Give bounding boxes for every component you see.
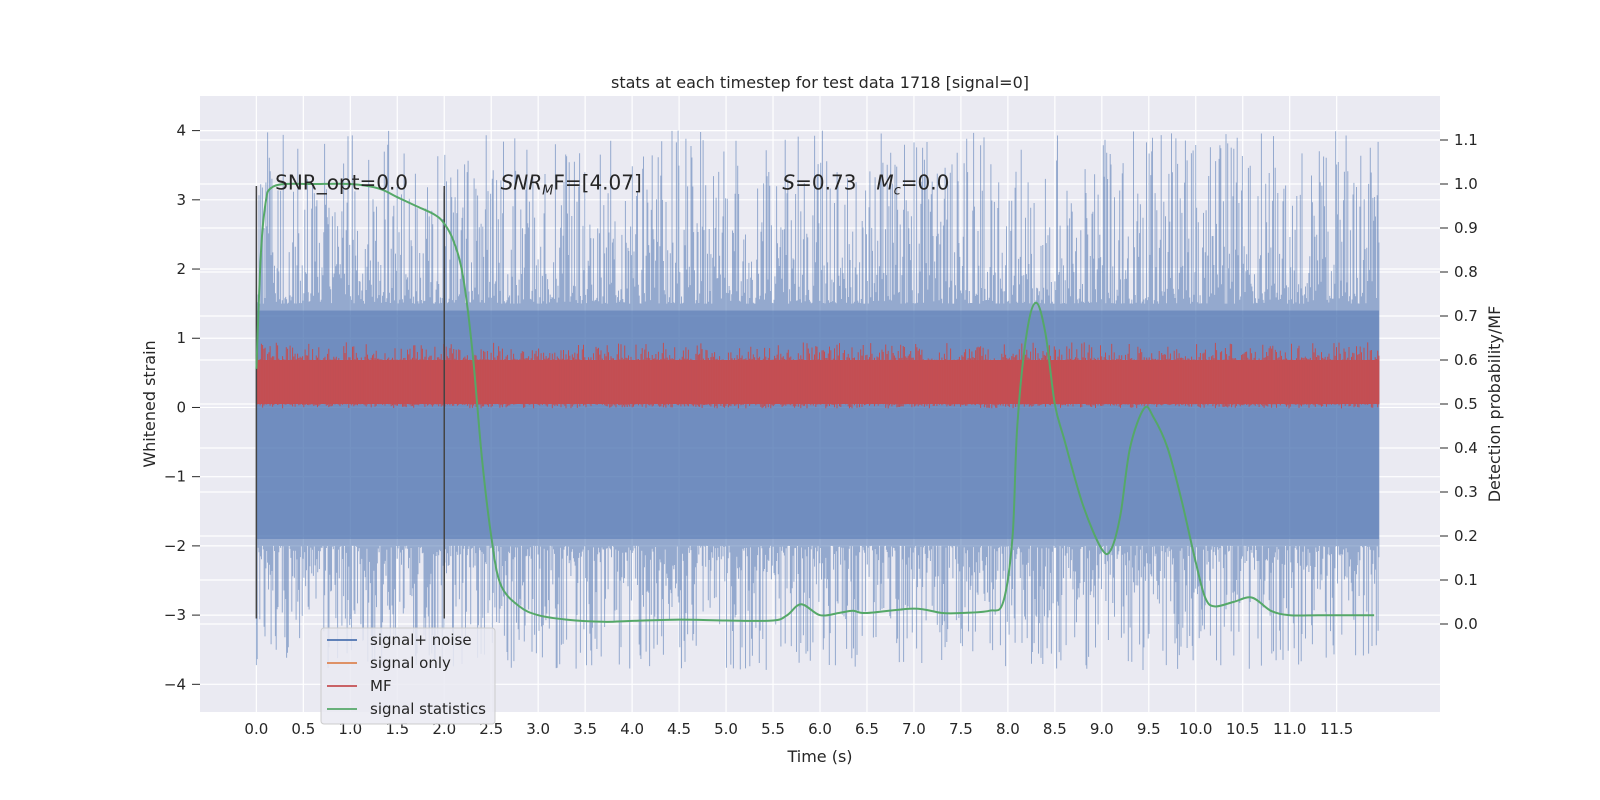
y-tick-label: 4 — [176, 122, 186, 140]
x-tick-label: 3.5 — [573, 720, 597, 738]
x-tick-label: 10.5 — [1226, 720, 1259, 738]
chart-title: stats at each timestep for test data 171… — [611, 73, 1029, 92]
y2-tick-label: 0.4 — [1454, 439, 1478, 457]
legend: signal+ noise signal only MF signal stat… — [320, 627, 496, 725]
x-tick-label: 5.0 — [714, 720, 738, 738]
annotation-text: SNR_opt=0.0 — [275, 170, 408, 194]
y2-tick-label: 0.6 — [1454, 351, 1478, 369]
x-tick-label: 5.5 — [761, 720, 785, 738]
legend-label-signal-statistics: signal statistics — [370, 700, 486, 718]
y2-tick-label: 0.0 — [1454, 615, 1478, 633]
x-tick-label: 7.0 — [902, 720, 926, 738]
y-tick-label: 3 — [176, 191, 186, 209]
y-tick-label: 0 — [176, 398, 186, 416]
y-tick-label: −3 — [164, 606, 186, 624]
y2-tick-label: 0.7 — [1454, 307, 1478, 325]
legend-label-signal-plus-noise: signal+ noise — [370, 631, 472, 649]
x-axis-title: Time (s) — [786, 747, 852, 766]
x-tick-label: 11.0 — [1273, 720, 1306, 738]
x-tick-label: 0.5 — [291, 720, 315, 738]
x-tick-label: 7.5 — [949, 720, 973, 738]
y2-axis-ticks: 0.0 0.1 0.2 0.3 0.4 0.5 0.6 0.7 0.8 0.9 1.0 1.1 — [1440, 131, 1478, 633]
y2-tick-label: 0.3 — [1454, 483, 1478, 501]
x-tick-label: 8.0 — [996, 720, 1020, 738]
annotation-text: SNRMF=[4.07] — [501, 170, 642, 198]
signal-statistics-line — [255, 182, 1375, 623]
y2-tick-label: 1.0 — [1454, 175, 1478, 193]
y2-axis-title: Detection probability/MF — [1485, 306, 1504, 503]
y-axis-title: Whitened strain — [140, 340, 159, 467]
series-mf — [255, 342, 1380, 409]
annotation-text: S=0.73 — [782, 170, 856, 194]
x-tick-label: 6.0 — [808, 720, 832, 738]
x-tick-label: 4.0 — [620, 720, 644, 738]
x-tick-label: 3.0 — [526, 720, 550, 738]
x-tick-label: 4.5 — [667, 720, 691, 738]
legend-box — [320, 627, 496, 725]
x-tick-label: 10.0 — [1179, 720, 1212, 738]
annotations: SNR_opt=0.0 SNRMF=[4.07] S=0.73 Mc=0.0 — [275, 170, 949, 198]
x-tick-label: 6.5 — [855, 720, 879, 738]
y-tick-label: −4 — [164, 675, 186, 693]
x-tick-label: 9.0 — [1090, 720, 1114, 738]
y2-tick-label: 0.1 — [1454, 571, 1478, 589]
y-axis-ticks: −4 −3 −2 −1 0 1 2 3 4 — [164, 122, 200, 693]
y-tick-label: 2 — [176, 260, 186, 278]
y2-tick-label: 1.1 — [1454, 131, 1478, 149]
legend-label-signal-only: signal only — [370, 654, 451, 672]
annotation-text: Mc=0.0 — [876, 170, 949, 198]
x-tick-label: 11.5 — [1320, 720, 1353, 738]
legend-label-mf: MF — [370, 677, 392, 695]
x-tick-label: 0.0 — [244, 720, 268, 738]
y-tick-label: 1 — [176, 329, 186, 347]
x-tick-label: 9.5 — [1137, 720, 1161, 738]
vertical-markers — [255, 185, 445, 619]
y2-tick-label: 0.8 — [1454, 263, 1478, 281]
x-tick-label: 8.5 — [1043, 720, 1067, 738]
y2-tick-label: 0.2 — [1454, 527, 1478, 545]
y-tick-label: −2 — [164, 537, 186, 555]
series-signal-statistics — [255, 182, 1375, 623]
y-tick-label: −1 — [164, 468, 186, 486]
y2-tick-label: 0.5 — [1454, 395, 1478, 413]
y2-tick-label: 0.9 — [1454, 219, 1478, 237]
